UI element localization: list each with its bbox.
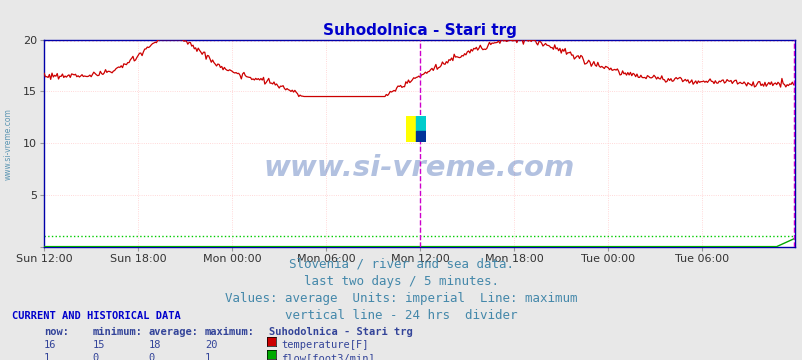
Text: minimum:: minimum:	[92, 327, 142, 337]
Text: 0: 0	[92, 353, 99, 360]
Text: 1: 1	[205, 353, 211, 360]
Text: average:: average:	[148, 327, 198, 337]
Text: 0: 0	[148, 353, 155, 360]
Text: Values: average  Units: imperial  Line: maximum: Values: average Units: imperial Line: ma…	[225, 292, 577, 305]
Polygon shape	[415, 131, 425, 142]
Text: 1: 1	[44, 353, 51, 360]
Text: 18: 18	[148, 340, 161, 350]
Text: 16: 16	[44, 340, 57, 350]
Text: 15: 15	[92, 340, 105, 350]
Text: temperature[F]: temperature[F]	[281, 340, 368, 350]
Text: now:: now:	[44, 327, 69, 337]
Bar	[405, 116, 415, 142]
Text: maximum:: maximum:	[205, 327, 254, 337]
Title: Suhodolnica - Stari trg: Suhodolnica - Stari trg	[322, 23, 516, 39]
Text: last two days / 5 minutes.: last two days / 5 minutes.	[304, 275, 498, 288]
Text: Slovenia / river and sea data.: Slovenia / river and sea data.	[289, 257, 513, 270]
Bar	[415, 116, 425, 131]
Text: 20: 20	[205, 340, 217, 350]
Text: Suhodolnica - Stari trg: Suhodolnica - Stari trg	[269, 327, 412, 337]
Text: www.si-vreme.com: www.si-vreme.com	[3, 108, 13, 180]
Text: CURRENT AND HISTORICAL DATA: CURRENT AND HISTORICAL DATA	[12, 311, 180, 321]
Text: vertical line - 24 hrs  divider: vertical line - 24 hrs divider	[285, 309, 517, 322]
Text: www.si-vreme.com: www.si-vreme.com	[264, 154, 574, 182]
Text: flow[foot3/min]: flow[foot3/min]	[281, 353, 375, 360]
